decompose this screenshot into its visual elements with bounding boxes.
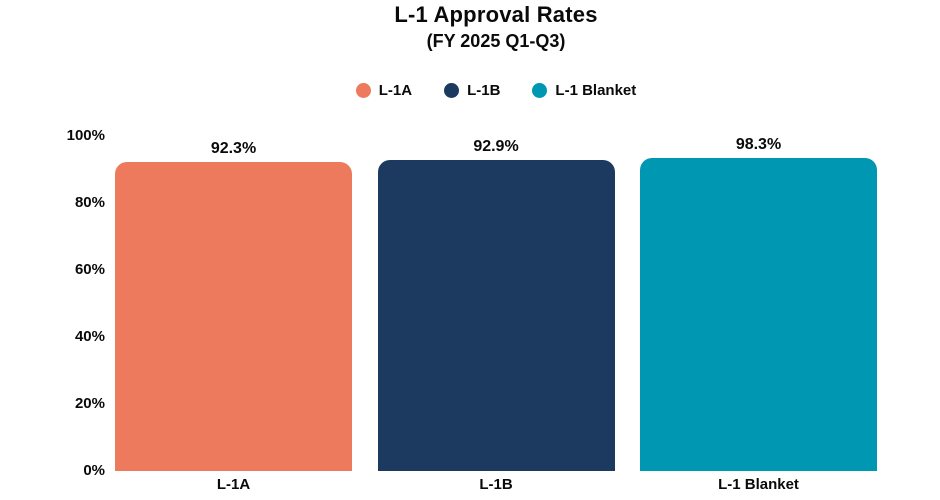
- y-axis-tick: 100%: [66, 127, 105, 144]
- chart-subtitle: (FY 2025 Q1-Q3): [426, 31, 566, 51]
- y-axis-tick: 60%: [74, 261, 105, 278]
- x-axis-label: L-1A: [216, 476, 251, 493]
- legend-item: L-1B: [444, 82, 500, 99]
- chart-title: L-1 Approval Rates: [394, 2, 598, 27]
- y-axis: 100% 80% 60% 40% 20% 0%: [0, 0, 105, 500]
- bar-cell: 92.9%: [377, 136, 615, 471]
- y-axis-tick: 40%: [74, 328, 105, 345]
- legend-item: L-1 Blanket: [532, 82, 636, 99]
- legend-label: L-1 Blanket: [555, 82, 637, 99]
- legend-label: L-1A: [378, 82, 413, 99]
- plot-area: 92.3% 92.9% 98.3%: [115, 136, 877, 471]
- x-axis-label: L-1B: [479, 476, 513, 493]
- y-axis-tick: 20%: [74, 395, 105, 412]
- bar-value-label: 92.9%: [473, 137, 519, 155]
- bar-value-label: 98.3%: [735, 136, 782, 153]
- x-axis-label: L-1 Blanket: [718, 476, 799, 493]
- bar-cell: 92.3%: [115, 136, 352, 471]
- bar-l-1b: [377, 159, 615, 471]
- legend-swatch-icon: [444, 83, 460, 98]
- bar-value-label: 92.3%: [210, 139, 257, 157]
- bar-l-1a: [115, 161, 352, 471]
- legend-label: L-1B: [467, 82, 501, 99]
- legend-swatch-icon: [532, 83, 548, 98]
- bar-cell: 98.3%: [640, 136, 877, 471]
- y-axis-tick: 80%: [74, 194, 105, 211]
- y-axis-tick: 0%: [83, 462, 105, 479]
- legend: L-1A L-1B L-1 Blanket: [115, 82, 877, 99]
- bar-l-1-blanket: [640, 158, 877, 471]
- legend-swatch-icon: [355, 83, 371, 98]
- x-axis: L-1A L-1B L-1 Blanket: [115, 476, 877, 493]
- legend-item: L-1A: [355, 82, 413, 99]
